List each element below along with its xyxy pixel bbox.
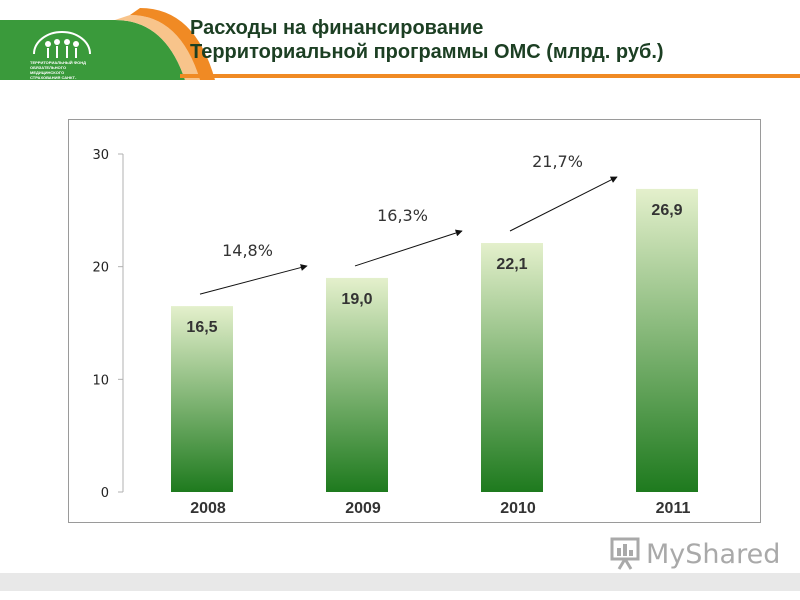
y-tick-label: 20 xyxy=(92,261,109,276)
bar xyxy=(326,277,388,492)
growth-label: 16,3% xyxy=(377,206,428,225)
growth-label: 21,7% xyxy=(532,152,583,171)
chart-frame: 0 10 20 30 16,5 2008 19,0 2009 22,1 2010 26,9 2011 1… xyxy=(68,119,761,523)
header-decoration xyxy=(0,8,800,80)
bar-value-label: 26,9 xyxy=(651,202,682,219)
footer-bar xyxy=(0,573,800,591)
y-tick-label: 10 xyxy=(92,373,109,388)
x-tick-label: 2010 xyxy=(500,500,536,517)
watermark-text: MyShared xyxy=(646,539,781,570)
bar xyxy=(171,306,233,492)
growth-arrow xyxy=(199,264,308,295)
x-tick-label: 2009 xyxy=(345,500,381,517)
presentation-board-icon xyxy=(610,537,640,570)
header-orange-light-shape xyxy=(115,15,200,80)
bar-chart: 0 10 20 30 16,5 2008 19,0 2009 22,1 2010 26,9 2011 1… xyxy=(92,148,698,517)
title-line-2: Территориальной программы ОМС (млрд. руб… xyxy=(190,41,664,63)
bar xyxy=(636,188,698,492)
bar-value-label: 22,1 xyxy=(496,256,527,273)
growth-arrow xyxy=(509,176,618,232)
bar-value-label: 19,0 xyxy=(341,291,372,308)
header: ТЕРРИТОРИАЛЬНЫЙ ФОНД ОБЯЗАТЕЛЬНОГО МЕДИЦ… xyxy=(0,0,800,85)
logo-text: ТЕРРИТОРИАЛЬНЫЙ ФОНД ОБЯЗАТЕЛЬНОГО МЕДИЦ… xyxy=(30,60,86,85)
y-tick-label: 0 xyxy=(101,486,109,501)
page-title: Расходы на финансирование Территориально… xyxy=(190,16,790,64)
x-tick-label: 2011 xyxy=(656,500,691,517)
x-tick-label: 2008 xyxy=(190,500,226,517)
title-line-1: Расходы на финансирование xyxy=(190,17,484,39)
bar-value-label: 16,5 xyxy=(186,319,217,336)
y-tick-label: 30 xyxy=(92,148,109,163)
header-underline xyxy=(180,74,800,78)
growth-arrow xyxy=(354,229,463,267)
bar xyxy=(481,243,543,492)
watermark: MyShared xyxy=(608,535,780,573)
growth-label: 14,8% xyxy=(222,241,273,260)
header-orange-shape xyxy=(130,8,215,80)
logo-emblem-icon xyxy=(33,31,91,58)
